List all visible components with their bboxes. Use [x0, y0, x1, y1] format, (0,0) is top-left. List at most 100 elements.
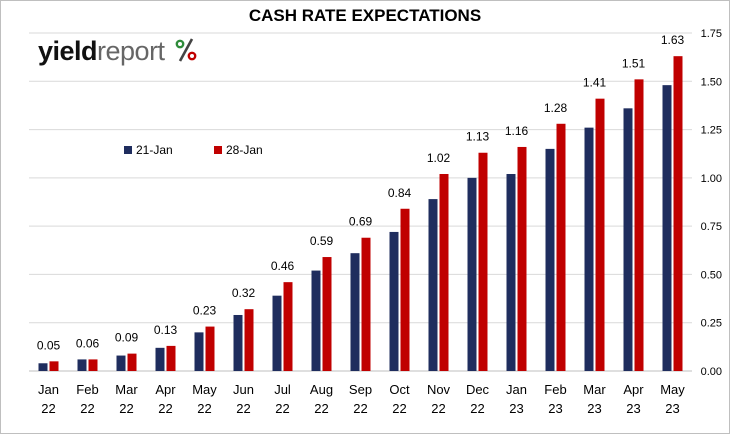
bar-28-jan [478, 152, 488, 371]
x-tick-label-year: 22 [236, 401, 250, 416]
y-tick-label: 1.00 [701, 173, 722, 185]
data-label: 1.51 [622, 56, 646, 70]
x-tick-label: Apr [155, 382, 176, 397]
data-label: 1.28 [544, 101, 568, 115]
x-tick-label: Jan [38, 382, 59, 397]
data-label: 0.23 [193, 304, 217, 318]
x-tick-label-year: 22 [431, 401, 445, 416]
data-label: 1.02 [427, 151, 451, 165]
x-tick-label-year: 22 [119, 401, 133, 416]
data-label: 1.13 [466, 130, 490, 144]
legend-swatch-28-jan [214, 146, 222, 154]
x-tick-label-year: 22 [314, 401, 328, 416]
bar-28-jan [517, 146, 527, 371]
data-label: 0.84 [388, 186, 412, 200]
y-tick-label: 0.00 [701, 366, 722, 378]
bar-28-jan [283, 282, 293, 371]
data-label: 1.41 [583, 76, 607, 90]
data-label: 0.59 [310, 234, 334, 248]
data-label: 0.13 [154, 323, 178, 337]
bar-28-jan [595, 98, 605, 371]
data-label: 1.63 [661, 33, 685, 47]
legend-item-28-jan: 28-Jan [214, 143, 263, 157]
legend-swatch-21-jan [124, 146, 132, 154]
data-label: 1.16 [505, 124, 529, 138]
x-tick-label-year: 22 [470, 401, 484, 416]
x-tick-label: Feb [76, 382, 98, 397]
data-label: 0.05 [37, 338, 61, 352]
y-tick-label: 0.25 [701, 318, 722, 330]
bar-28-jan [361, 237, 371, 371]
bar-21-jan [350, 253, 360, 371]
bar-21-jan [194, 332, 204, 371]
data-label: 0.46 [271, 259, 295, 273]
x-tick-label: Jan [506, 382, 527, 397]
x-tick-label-year: 23 [665, 401, 679, 416]
bar-28-jan [49, 361, 59, 371]
legend-item-21-jan: 21-Jan [124, 143, 173, 157]
data-label: 0.69 [349, 215, 373, 229]
bar-21-jan [545, 148, 555, 371]
bar-28-jan [127, 353, 137, 371]
chart-title: CASH RATE EXPECTATIONS [248, 6, 482, 25]
bar-28-jan [88, 359, 98, 371]
x-tick-label: May [660, 382, 685, 397]
bar-21-jan [467, 177, 477, 371]
x-tick-label: Sep [349, 382, 372, 397]
bar-21-jan [155, 347, 165, 371]
x-tick-label: Nov [427, 382, 451, 397]
x-tick-label: Oct [389, 382, 410, 397]
yieldreport-logo: yieldreport [38, 36, 197, 67]
bar-21-jan [584, 127, 594, 371]
bar-28-jan [322, 257, 332, 371]
y-tick-label: 1.25 [701, 125, 722, 137]
bar-28-jan [634, 79, 644, 372]
bar-21-jan [311, 270, 321, 371]
x-tick-label: Mar [583, 382, 606, 397]
bar-28-jan [166, 345, 176, 371]
x-tick-label-year: 23 [548, 401, 562, 416]
bar-28-jan [205, 326, 215, 371]
data-label: 0.06 [76, 336, 100, 350]
y-tick-label: 0.75 [701, 221, 722, 233]
bar-21-jan [38, 363, 48, 371]
x-tick-label-year: 23 [587, 401, 601, 416]
bar-21-jan [233, 314, 243, 371]
x-tick-label: Feb [544, 382, 566, 397]
bar-28-jan [673, 56, 683, 371]
bar-21-jan [116, 355, 126, 371]
bar-21-jan [662, 85, 672, 372]
x-tick-label: Apr [623, 382, 644, 397]
bar-28-jan [556, 123, 566, 371]
x-tick-label-year: 23 [626, 401, 640, 416]
x-tick-label-year: 23 [509, 401, 523, 416]
x-tick-label-year: 22 [197, 401, 211, 416]
x-tick-label: Mar [115, 382, 138, 397]
x-tick-label-year: 22 [158, 401, 172, 416]
legend-label-21-jan: 21-Jan [136, 143, 173, 157]
bar-21-jan [389, 231, 399, 371]
x-tick-label: Jul [274, 382, 291, 397]
x-tick-label-year: 22 [275, 401, 289, 416]
logo-text-report: report [97, 36, 165, 66]
x-tick-label-year: 22 [392, 401, 406, 416]
x-tick-label: Jun [233, 382, 254, 397]
data-label: 0.32 [232, 286, 256, 300]
bar-21-jan [506, 173, 516, 371]
x-tick-label: Aug [310, 382, 333, 397]
x-tick-label-year: 22 [80, 401, 94, 416]
x-tick-label-year: 22 [41, 401, 55, 416]
y-tick-label: 1.50 [701, 76, 722, 88]
bar-21-jan [77, 359, 87, 371]
bar-21-jan [272, 295, 282, 371]
bar-28-jan [439, 173, 449, 371]
x-tick-label: May [192, 382, 217, 397]
legend-label-28-jan: 28-Jan [226, 143, 263, 157]
y-tick-label: 1.75 [701, 28, 722, 40]
y-tick-label: 0.50 [701, 269, 722, 281]
data-label: 0.09 [115, 331, 139, 345]
logo-text-yield: yield [38, 36, 98, 66]
bar-21-jan [623, 108, 633, 371]
x-tick-label: Dec [466, 382, 490, 397]
